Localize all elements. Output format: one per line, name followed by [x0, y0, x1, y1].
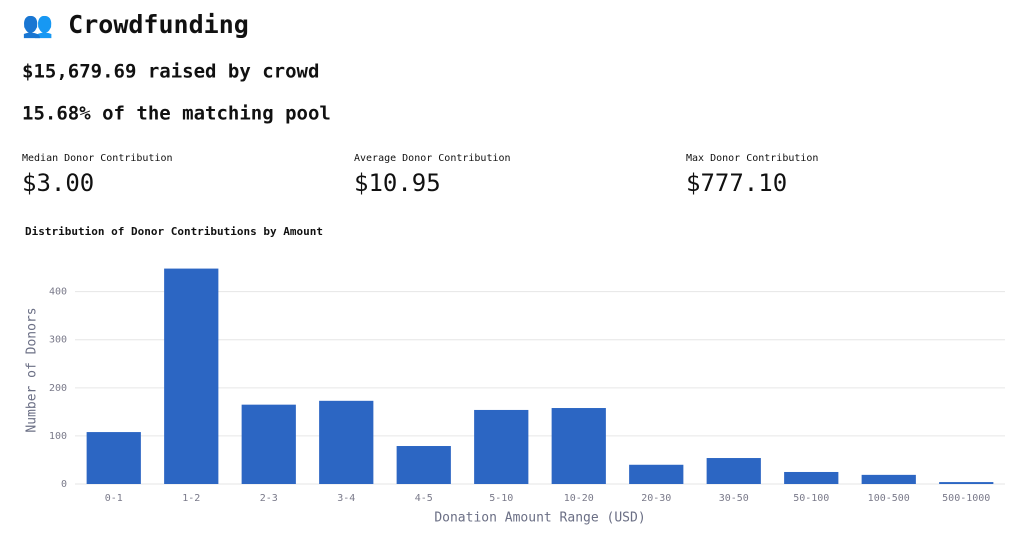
bar [319, 400, 374, 484]
bar [241, 404, 296, 484]
metric-value: $777.10 [686, 169, 787, 197]
bar [396, 446, 451, 484]
x-tick-label: 500-1000 [942, 493, 990, 504]
y-tick-label: 200 [49, 383, 67, 394]
bar [164, 268, 219, 484]
y-tick-label: 300 [49, 335, 67, 346]
x-tick-label: 5-10 [489, 493, 513, 504]
page-title: 👥 Crowdfunding [22, 10, 249, 39]
bar [551, 408, 606, 484]
x-tick-label: 1-2 [182, 493, 200, 504]
metric-label: Max Donor Contribution [686, 153, 818, 164]
x-tick-label: 50-100 [793, 493, 829, 504]
x-tick-label: 30-50 [719, 493, 749, 504]
bar [706, 458, 761, 484]
x-tick-label: 20-30 [641, 493, 671, 504]
y-tick-label: 0 [61, 479, 67, 490]
x-tick-label: 3-4 [337, 493, 355, 504]
metric-value: $10.95 [354, 169, 441, 197]
bar [86, 432, 141, 484]
y-axis-title: Number of Donors [25, 307, 40, 432]
bar [939, 482, 994, 484]
x-tick-label: 10-20 [564, 493, 594, 504]
x-tick-label: 100-500 [868, 493, 910, 504]
metric-label: Median Donor Contribution [22, 153, 173, 164]
bar [474, 409, 529, 484]
chart-title: Distribution of Donor Contributions by A… [25, 225, 323, 238]
x-tick-label: 2-3 [260, 493, 278, 504]
x-tick-label: 4-5 [415, 493, 433, 504]
metric-value: $3.00 [22, 169, 94, 197]
raised-text: $15,679.69 raised by crowd [22, 61, 319, 83]
x-tick-label: 0-1 [105, 493, 123, 504]
y-tick-label: 100 [49, 431, 67, 442]
bar [784, 471, 839, 484]
bar [629, 464, 684, 484]
pool-text: 15.68% of the matching pool [22, 103, 331, 125]
y-tick-label: 400 [49, 287, 67, 298]
metric-label: Average Donor Contribution [354, 153, 511, 164]
bar [861, 474, 916, 484]
x-axis-title: Donation Amount Range (USD) [434, 511, 645, 526]
